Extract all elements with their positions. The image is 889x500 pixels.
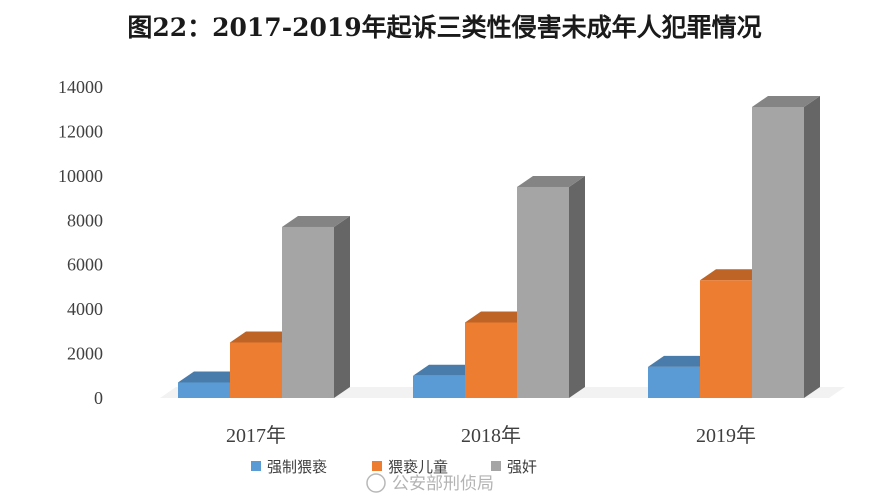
legend-swatch	[491, 461, 501, 471]
bar-front	[282, 226, 334, 398]
legend-item: 猥亵儿童	[372, 458, 448, 476]
x-category-label: 2018年	[461, 424, 521, 447]
y-tick-label: 0	[94, 388, 103, 408]
bar-top	[648, 355, 716, 367]
y-axis: 0 2000 4000 6000 8000 10000 12000 14000	[58, 77, 103, 408]
chart-title: 图22：2017-2019年起诉三类性侵害未成年人犯罪情况	[127, 13, 762, 42]
legend-label: 强奸	[507, 458, 537, 476]
bar-side	[334, 215, 350, 398]
bar-top	[282, 215, 350, 227]
bar-top	[700, 269, 768, 281]
bar	[517, 175, 585, 398]
bar-front	[465, 322, 517, 398]
legend-swatch	[372, 461, 382, 471]
bar-front	[648, 366, 700, 398]
legend-label: 猥亵儿童	[388, 458, 448, 476]
y-tick-label: 12000	[58, 121, 103, 141]
bar-front	[752, 106, 804, 398]
y-tick-label: 2000	[67, 344, 103, 364]
weibo-icon	[366, 473, 386, 493]
bar-top	[178, 371, 246, 383]
legend-item: 强制猥亵	[251, 458, 327, 476]
bar-top	[230, 331, 298, 343]
bar-front	[517, 186, 569, 398]
bar-group	[178, 95, 820, 398]
bar	[752, 95, 820, 398]
y-tick-label: 14000	[58, 77, 103, 97]
x-category-label: 2019年	[696, 424, 756, 447]
legend-swatch	[251, 461, 261, 471]
y-tick-label: 6000	[67, 255, 103, 275]
bar-top	[752, 95, 820, 107]
watermark: 公安部刑侦局	[366, 473, 494, 494]
bar-top	[413, 364, 481, 376]
y-tick-label: 8000	[67, 210, 103, 230]
bar-front	[413, 375, 465, 398]
legend-label: 强制猥亵	[267, 458, 327, 476]
y-tick-label: 10000	[58, 166, 103, 186]
bar-top	[517, 175, 585, 187]
bar-top	[465, 311, 533, 323]
x-category-label: 2017年	[226, 424, 286, 447]
x-axis: 2017年 2018年 2019年	[226, 424, 756, 447]
y-tick-label: 4000	[67, 299, 103, 319]
bar-side	[804, 95, 820, 398]
legend: 强制猥亵 猥亵儿童 强奸	[251, 458, 537, 476]
bar-side	[569, 175, 585, 398]
bar-front	[178, 382, 230, 398]
legend-item: 强奸	[491, 458, 537, 476]
bar-front	[700, 280, 752, 398]
watermark-text: 公安部刑侦局	[392, 474, 494, 494]
bar-front	[230, 342, 282, 398]
bar	[282, 215, 350, 398]
